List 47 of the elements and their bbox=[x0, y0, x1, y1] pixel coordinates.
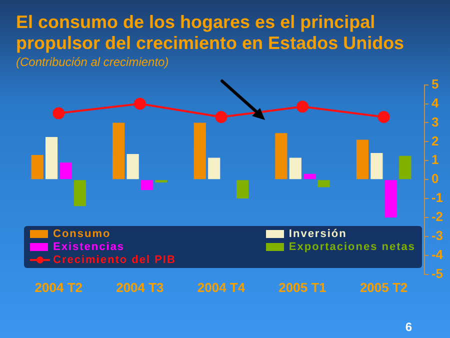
legend-label: Crecimiento del PIB bbox=[53, 254, 176, 266]
point bbox=[296, 100, 309, 113]
bar bbox=[356, 140, 369, 180]
bar bbox=[399, 156, 412, 180]
x-tick-label: 2005 T1 bbox=[278, 280, 326, 295]
legend-label: Inversión bbox=[288, 228, 347, 240]
bar bbox=[31, 154, 44, 180]
x-tick-label: 2005 T2 bbox=[360, 280, 408, 295]
text: 6 bbox=[405, 320, 412, 334]
y-tick-label: -1 bbox=[431, 190, 444, 206]
bar bbox=[384, 180, 397, 218]
bar bbox=[289, 158, 302, 180]
bar bbox=[208, 158, 220, 180]
y-tick-label: -4 bbox=[431, 247, 444, 262]
bar bbox=[304, 174, 316, 180]
x-tick-label: 2004 T2 bbox=[34, 280, 82, 295]
bar bbox=[126, 154, 139, 180]
bar bbox=[45, 136, 58, 180]
bar bbox=[275, 133, 288, 180]
legend-label: Existencias bbox=[53, 241, 125, 253]
bar bbox=[318, 180, 330, 188]
point bbox=[215, 111, 228, 124]
y-tick-label: 5 bbox=[431, 76, 439, 92]
legend-label: Consumo bbox=[53, 228, 111, 240]
bar bbox=[236, 180, 249, 199]
point bbox=[134, 98, 146, 110]
point bbox=[378, 111, 390, 124]
bar bbox=[60, 162, 72, 180]
point bbox=[52, 107, 65, 120]
y-tick-label: -3 bbox=[431, 228, 444, 244]
y-tick-label: 0 bbox=[431, 171, 439, 186]
y-tick-label: -2 bbox=[431, 209, 444, 224]
x-tick-label: 2004 T3 bbox=[116, 280, 164, 295]
y-tick-label: 2 bbox=[431, 133, 439, 148]
y-tick-label: 3 bbox=[431, 114, 439, 130]
bar bbox=[370, 153, 383, 180]
bar bbox=[74, 180, 86, 206]
bar bbox=[194, 122, 206, 180]
y-tick-label: 1 bbox=[431, 152, 439, 168]
bar bbox=[141, 180, 154, 190]
y-tick-label: 4 bbox=[431, 95, 440, 110]
chart-subtitle: (Contribución al crecimiento) bbox=[16, 55, 169, 69]
chart-title: El consumo de los hogares es el principal propulsor del crecimiento en Estados Unidos bbox=[16, 12, 406, 54]
bar bbox=[112, 122, 125, 180]
legend-label: Exportaciones netas bbox=[288, 241, 416, 253]
y-tick-label: -5 bbox=[431, 266, 444, 281]
x-tick-label: 2004 T4 bbox=[197, 280, 246, 295]
